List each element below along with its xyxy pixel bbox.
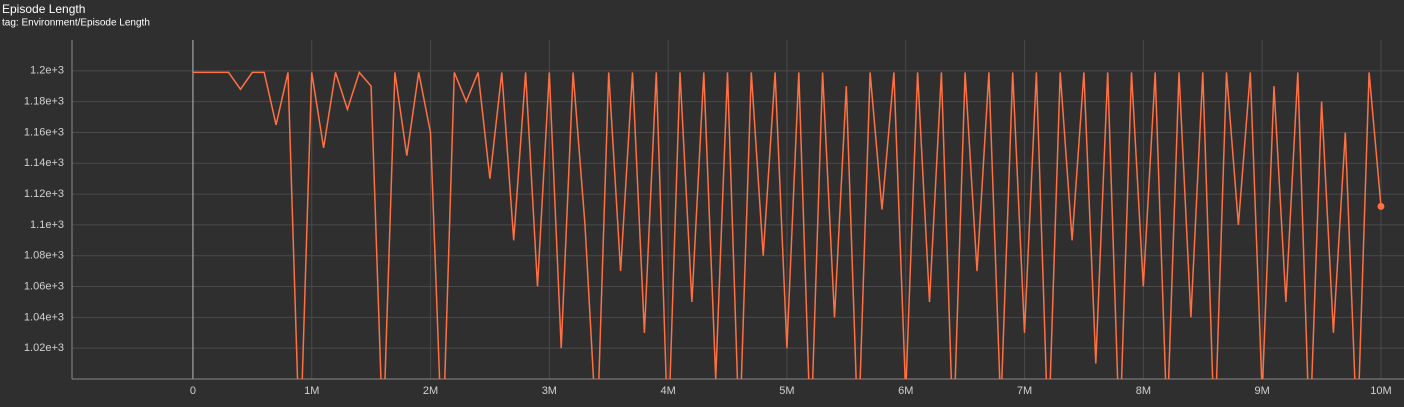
y-tick-label: 1.04e+3 [24, 311, 64, 323]
y-tick-label: 1.16e+3 [24, 126, 64, 138]
y-tick-label: 1.1e+3 [30, 219, 64, 231]
x-tick-label: 2M [423, 385, 438, 397]
chart-subtitle: tag: Environment/Episode Length [2, 18, 150, 29]
y-tick-label: 1.18e+3 [24, 96, 64, 108]
x-tick-label: 1M [304, 385, 319, 397]
y-tick-label: 1.2e+3 [30, 65, 64, 77]
x-tick-label: 10M [1370, 385, 1391, 397]
y-tick-label: 1.08e+3 [24, 250, 64, 262]
y-tick-label: 1.02e+3 [24, 342, 64, 354]
x-tick-label: 0 [190, 385, 196, 397]
x-tick-label: 8M [1136, 385, 1151, 397]
chart-title: Episode Length [2, 2, 85, 16]
x-tick-label: 5M [779, 385, 794, 397]
last-point [1377, 202, 1385, 210]
x-tick-label: 4M [661, 385, 676, 397]
line [192, 70, 1382, 379]
x-tick-label: 6M [898, 385, 913, 397]
y-tick-label: 1.06e+3 [24, 280, 64, 292]
x-tick-label: 3M [542, 385, 557, 397]
y-tick-label: 1.12e+3 [24, 188, 64, 200]
x-tick-label: 9M [1255, 385, 1270, 397]
x-tick-label: 7M [1017, 385, 1032, 397]
y-tick-label: 1.14e+3 [24, 157, 64, 169]
